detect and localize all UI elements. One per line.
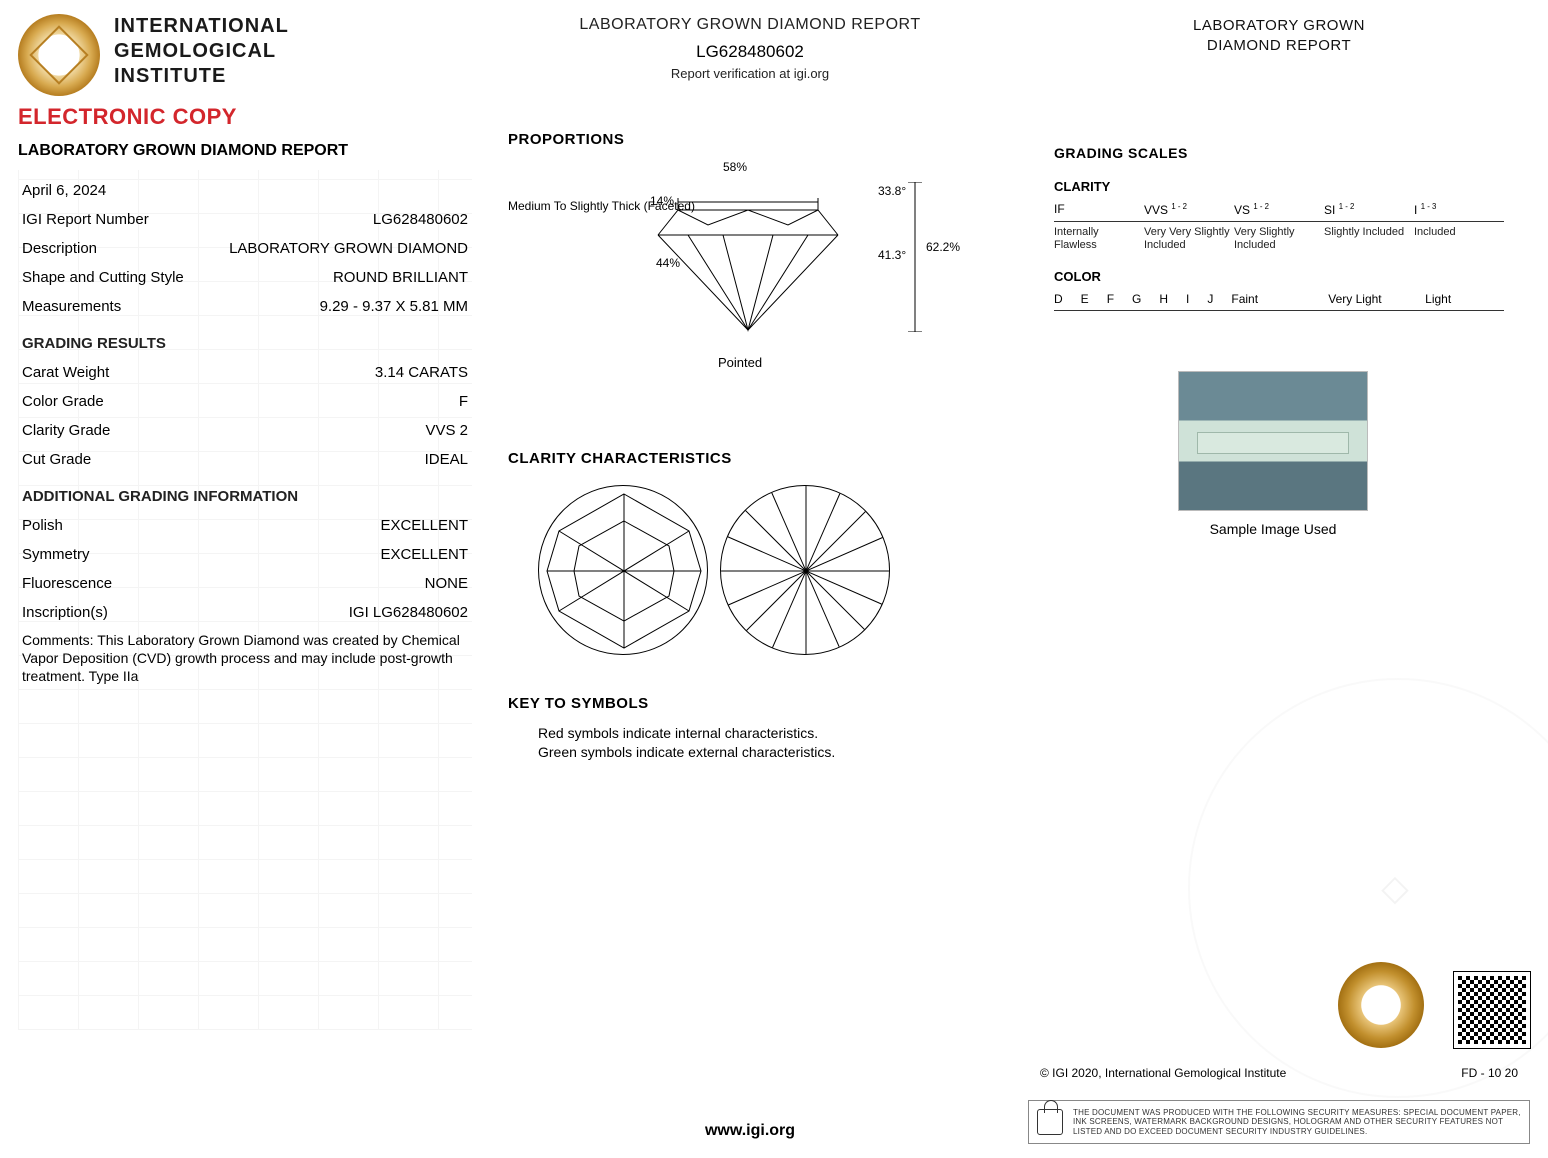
sample-image: IGI LG628480602: [1178, 371, 1368, 511]
electronic-copy-label: ELECTRONIC COPY: [18, 104, 472, 130]
color-f: F: [1107, 292, 1114, 306]
clarity-grade-value: VVS 2: [425, 422, 468, 439]
additional-info-title: ADDITIONAL GRADING INFORMATION: [22, 488, 468, 505]
table-pct: 58%: [723, 160, 747, 174]
clarity-header-si: SI 1 - 2: [1324, 202, 1414, 217]
shape-label: Shape and Cutting Style: [22, 269, 184, 286]
footer-seals: [1028, 962, 1530, 1048]
fluorescence-label: Fluorescence: [22, 575, 112, 592]
right-title-line2: DIAMOND REPORT: [1028, 36, 1530, 56]
igi-seal-small-icon: [1338, 962, 1424, 1048]
description-label: Description: [22, 240, 97, 257]
report-date: April 6, 2024: [22, 182, 106, 199]
carat-label: Carat Weight: [22, 364, 109, 381]
clarity-crown-diagram-icon: [538, 485, 708, 655]
proportions-diagram: Medium To Slightly Thick (Faceted) 58% 1…: [538, 160, 992, 380]
color-grade-value: F: [459, 393, 468, 410]
total-depth-pct: 62.2%: [926, 240, 960, 254]
shape-value: ROUND BRILLIANT: [333, 269, 468, 286]
sample-image-caption: Sample Image Used: [1178, 521, 1368, 537]
comments-text: Comments: This Laboratory Grown Diamond …: [18, 627, 472, 690]
symmetry-label: Symmetry: [22, 546, 90, 563]
measurements-value: 9.29 - 9.37 X 5.81 MM: [320, 298, 468, 315]
key-to-symbols-title: KEY TO SYMBOLS: [508, 695, 992, 712]
left-report-title: LABORATORY GROWN DIAMOND REPORT: [18, 142, 472, 160]
color-faint: Faint: [1231, 292, 1310, 306]
color-g: G: [1132, 292, 1141, 306]
clarity-grade-label: Clarity Grade: [22, 422, 110, 439]
sample-inscription-text: IGI LG628480602: [1213, 435, 1308, 446]
proportions-title: PROPORTIONS: [508, 131, 992, 148]
website-url: www.igi.org: [705, 1122, 795, 1140]
clarity-desc-4: Included: [1414, 226, 1504, 251]
clarity-diagrams: [538, 485, 992, 655]
institute-line3: INSTITUTE: [114, 64, 289, 89]
crown-height-pct: 14%: [650, 194, 674, 208]
key-line2: Green symbols indicate external characte…: [538, 743, 992, 762]
clarity-desc-2: Very Slightly Included: [1234, 226, 1324, 251]
lock-icon: [1037, 1109, 1063, 1135]
header: INTERNATIONAL GEMOLOGICAL INSTITUTE: [18, 14, 472, 96]
institute-line1: INTERNATIONAL: [114, 14, 289, 39]
grading-scales-title: GRADING SCALES: [1054, 145, 1530, 161]
polish-value: EXCELLENT: [380, 517, 468, 534]
clarity-desc-1: Very Very Slightly Included: [1144, 226, 1234, 251]
clarity-scale-label: CLARITY: [1054, 179, 1504, 194]
color-grade-label: Color Grade: [22, 393, 104, 410]
clarity-pavilion-diagram-icon: [720, 485, 890, 655]
grading-results-title: GRADING RESULTS: [22, 335, 468, 352]
middle-column: LABORATORY GROWN DIAMOND REPORT LG628480…: [490, 0, 1010, 1158]
cut-grade-label: Cut Grade: [22, 451, 91, 468]
mid-report-number: LG628480602: [508, 42, 992, 62]
report-number-value: LG628480602: [373, 211, 468, 228]
left-data-panel: April 6, 2024 IGI Report Number LG628480…: [18, 170, 472, 1030]
report-number-label: IGI Report Number: [22, 211, 149, 228]
mid-report-title: LABORATORY GROWN DIAMOND REPORT: [508, 16, 992, 34]
symmetry-value: EXCELLENT: [380, 546, 468, 563]
qr-code-icon: [1454, 972, 1530, 1048]
igi-seal-icon: [18, 14, 100, 96]
security-text: THE DOCUMENT WAS PRODUCED WITH THE FOLLO…: [1073, 1108, 1521, 1136]
key-line1: Red symbols indicate internal characteri…: [538, 724, 992, 743]
fluorescence-value: NONE: [425, 575, 468, 592]
clarity-scale: CLARITY IF VVS 1 - 2 VS 1 - 2 SI 1 - 2 I…: [1054, 179, 1504, 251]
inscription-value: IGI LG628480602: [349, 604, 468, 621]
depth-bracket-icon: [908, 182, 922, 332]
description-value: LABORATORY GROWN DIAMOND: [229, 240, 468, 257]
pavilion-angle: 41.3°: [878, 248, 906, 262]
form-id-text: FD - 10 20: [1461, 1066, 1518, 1080]
institute-line2: GEMOLOGICAL: [114, 39, 289, 64]
right-title-line1: LABORATORY GROWN: [1028, 16, 1530, 36]
copyright-text: © IGI 2020, International Gemological In…: [1040, 1066, 1286, 1080]
color-verylight: Very Light: [1328, 292, 1407, 306]
color-scale: COLOR D E F G H I J Faint Very Light Lig…: [1054, 269, 1504, 311]
right-column: LABORATORY GROWN DIAMOND REPORT GRADING …: [1010, 0, 1548, 1158]
pavilion-depth-pct: 44%: [656, 256, 680, 270]
color-light: Light: [1425, 292, 1504, 306]
measurements-label: Measurements: [22, 298, 121, 315]
color-scale-label: COLOR: [1054, 269, 1504, 284]
inscription-label: Inscription(s): [22, 604, 108, 621]
clarity-characteristics-title: CLARITY CHARACTERISTICS: [508, 450, 992, 467]
mid-verification-text: Report verification at igi.org: [508, 66, 992, 81]
carat-value: 3.14 CARATS: [375, 364, 468, 381]
left-column: INTERNATIONAL GEMOLOGICAL INSTITUTE ELEC…: [0, 0, 490, 1158]
color-j: J: [1207, 292, 1213, 306]
color-h: H: [1159, 292, 1168, 306]
clarity-desc-0: Internally Flawless: [1054, 226, 1144, 251]
clarity-header-vvs: VVS 1 - 2: [1144, 202, 1234, 217]
clarity-header-i: I 1 - 3: [1414, 202, 1504, 217]
cut-grade-value: IDEAL: [425, 451, 468, 468]
clarity-header-vs: VS 1 - 2: [1234, 202, 1324, 217]
polish-label: Polish: [22, 517, 63, 534]
security-notice: THE DOCUMENT WAS PRODUCED WITH THE FOLLO…: [1028, 1100, 1530, 1144]
culet-label: Pointed: [718, 355, 762, 370]
color-i: I: [1186, 292, 1189, 306]
clarity-header-if: IF: [1054, 202, 1144, 217]
clarity-desc-3: Slightly Included: [1324, 226, 1414, 251]
crown-angle: 33.8°: [878, 184, 906, 198]
color-d: D: [1054, 292, 1063, 306]
color-e: E: [1081, 292, 1089, 306]
